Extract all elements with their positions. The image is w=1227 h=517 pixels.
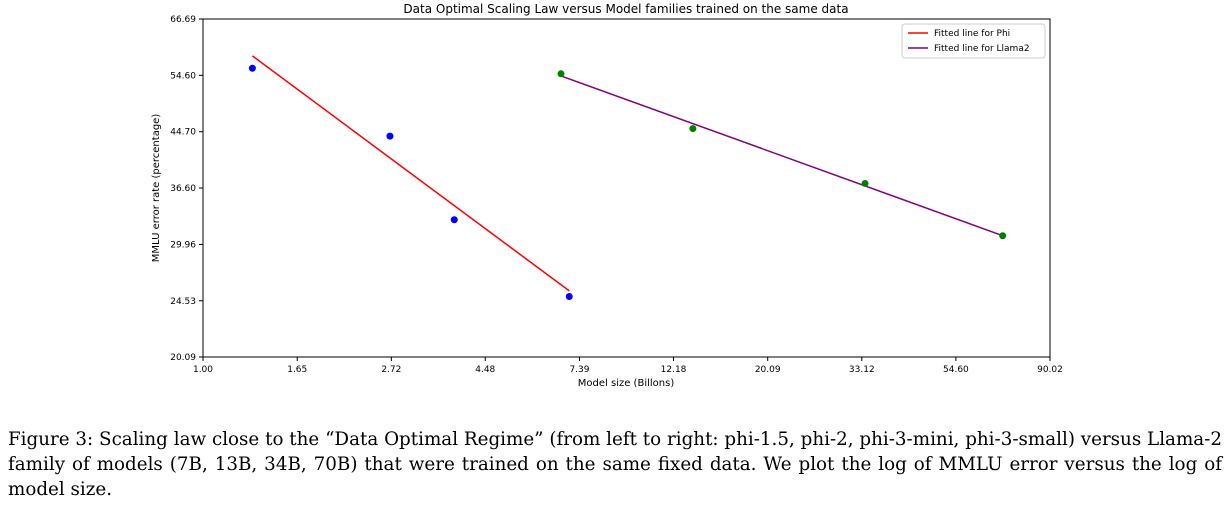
y-tick-label: 20.09 [170, 353, 196, 363]
plot-marks [248, 55, 1007, 301]
llama2-data-point [861, 179, 869, 187]
chart-svg: Data Optimal Scaling Law versus Model fa… [151, 2, 1063, 389]
y-tick-label: 36.60 [170, 184, 196, 194]
x-tick-label: 4.48 [475, 365, 495, 375]
x-tick-label: 1.65 [287, 365, 307, 375]
y-axis: 20.09 24.53 29.96 36.60 44.70 54.60 66.69 [170, 15, 203, 363]
x-axis-label: Model size (Billons) [578, 378, 675, 389]
y-axis-label: MMLU error rate (percentage) [151, 114, 162, 263]
plot-frame [202, 18, 1051, 358]
llama2-data-point [557, 70, 565, 78]
y-tick-label: 44.70 [170, 128, 196, 138]
x-tick-label: 54.60 [943, 365, 969, 375]
y-tick-label: 66.69 [170, 15, 196, 25]
x-tick-label: 20.09 [755, 365, 781, 375]
phi-data-point [248, 64, 256, 72]
legend-label-llama2: Fitted line for Llama2 [934, 44, 1030, 54]
phi-fit-line [251, 55, 570, 292]
phi-data-point [565, 293, 573, 301]
x-tick-label: 2.72 [381, 365, 401, 375]
figure-caption: Figure 3: Scaling law close to the “Data… [8, 429, 1222, 500]
legend: Fitted line for Phi Fitted line for Llam… [901, 23, 1046, 59]
legend-label-phi: Fitted line for Phi [934, 29, 1010, 39]
y-tick-label: 29.96 [170, 240, 196, 250]
chart-title: Data Optimal Scaling Law versus Model fa… [403, 2, 848, 16]
x-tick-label: 7.39 [569, 365, 589, 375]
x-tick-label: 90.02 [1037, 365, 1063, 375]
llama2-fit-line [560, 75, 1003, 237]
llama2-data-point [689, 125, 697, 133]
phi-data-point [386, 132, 394, 140]
chart-figure: Data Optimal Scaling Law versus Model fa… [151, 2, 1063, 389]
y-tick-label: 24.53 [170, 297, 196, 307]
legend-box [901, 23, 1046, 59]
phi-data-point [450, 216, 458, 224]
x-tick-label: 33.12 [849, 365, 875, 375]
x-tick-label: 12.18 [661, 365, 687, 375]
llama2-data-point [999, 232, 1007, 240]
y-tick-label: 54.60 [170, 71, 196, 81]
x-axis: 1.00 1.65 2.72 4.48 7.39 12.18 20.09 33.12 54.60… [193, 357, 1063, 375]
x-tick-label: 1.00 [193, 365, 213, 375]
